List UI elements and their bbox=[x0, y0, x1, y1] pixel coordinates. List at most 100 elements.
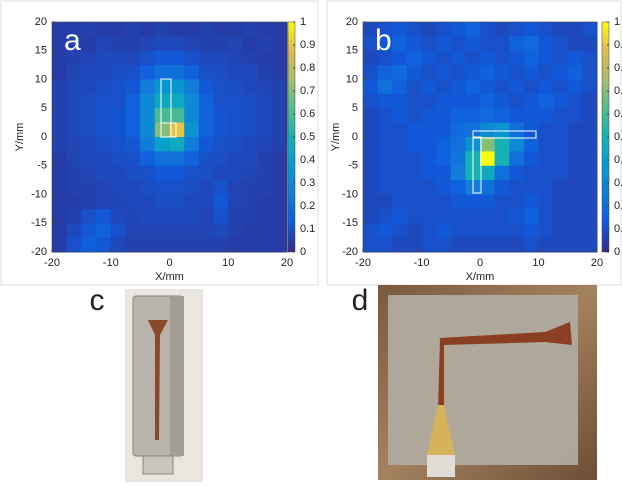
heat-cell bbox=[125, 108, 141, 124]
heat-cell bbox=[228, 108, 244, 124]
heat-cell bbox=[406, 151, 422, 167]
heat-cell bbox=[125, 36, 141, 52]
y-tick-label: -20 bbox=[342, 246, 358, 258]
heat-cell bbox=[509, 223, 525, 239]
heat-cell bbox=[377, 22, 393, 37]
heat-cell bbox=[96, 93, 112, 109]
x-tick-label: -10 bbox=[414, 257, 430, 269]
heat-cell bbox=[363, 137, 379, 152]
heat-cell bbox=[436, 122, 452, 138]
heat-cell bbox=[553, 22, 569, 37]
heat-cell bbox=[257, 208, 273, 224]
x-tick-label: 0 bbox=[166, 257, 172, 269]
heat-cell bbox=[96, 180, 112, 195]
heat-cell bbox=[538, 93, 554, 109]
heat-cell bbox=[169, 208, 185, 224]
heat-cell bbox=[436, 65, 452, 80]
x-tick-label: 10 bbox=[222, 257, 234, 269]
y-tick-label: 10 bbox=[35, 73, 47, 85]
heat-cell bbox=[567, 93, 583, 109]
heat-cell bbox=[242, 208, 259, 224]
heat-cell bbox=[480, 36, 496, 52]
heat-cell bbox=[140, 122, 156, 138]
heat-cell bbox=[96, 208, 112, 224]
heat-cell bbox=[272, 165, 288, 181]
heat-cell bbox=[257, 137, 273, 152]
heat-cell bbox=[567, 108, 583, 124]
heat-cell bbox=[450, 165, 466, 181]
heat-cell bbox=[553, 194, 569, 210]
heat-cell bbox=[272, 36, 288, 52]
heat-cell bbox=[406, 122, 422, 138]
heat-cell bbox=[154, 122, 170, 138]
heat-cell bbox=[509, 36, 525, 52]
heat-cell bbox=[450, 137, 466, 152]
heat-cell bbox=[406, 180, 422, 195]
heat-cell bbox=[213, 137, 229, 152]
heat-cell bbox=[392, 108, 408, 124]
panel-label: b bbox=[375, 24, 392, 57]
heat-cell bbox=[582, 93, 598, 109]
heat-cell bbox=[272, 65, 288, 80]
heat-cell bbox=[52, 165, 68, 181]
heat-cell bbox=[228, 79, 244, 95]
heat-cell bbox=[169, 79, 185, 95]
heat-cell bbox=[169, 194, 185, 210]
heat-cell bbox=[169, 36, 185, 52]
heat-cell bbox=[154, 22, 170, 37]
heat-cell bbox=[509, 79, 525, 95]
heat-cell bbox=[567, 223, 583, 239]
heat-cell bbox=[582, 108, 598, 124]
heat-cell bbox=[110, 122, 126, 138]
heat-cell bbox=[272, 151, 288, 167]
heat-cell bbox=[228, 165, 244, 181]
heat-cell bbox=[494, 180, 510, 195]
heat-cell bbox=[421, 50, 437, 66]
heat-cell bbox=[553, 165, 569, 181]
heat-cell bbox=[523, 122, 539, 138]
heat-cell bbox=[242, 65, 259, 80]
heat-cell bbox=[52, 93, 68, 109]
panel-label: c bbox=[90, 284, 105, 317]
channel bbox=[438, 322, 572, 410]
heat-cell bbox=[363, 93, 379, 109]
heat-cell bbox=[509, 194, 525, 210]
heat-cell bbox=[436, 50, 452, 66]
colorbar-tick-label: 1 bbox=[300, 16, 306, 28]
heat-cell bbox=[169, 93, 185, 109]
heat-cell bbox=[125, 122, 141, 138]
colorbar-tick-label: 0. bbox=[614, 39, 622, 51]
heat-cell bbox=[184, 208, 200, 224]
heat-cell bbox=[110, 223, 126, 239]
heat-cell bbox=[96, 223, 112, 239]
heat-cell bbox=[494, 65, 510, 80]
heat-cell bbox=[436, 79, 452, 95]
heat-cell bbox=[110, 108, 126, 124]
heat-cell bbox=[523, 108, 539, 124]
heat-cell bbox=[140, 22, 156, 37]
panel-label: d bbox=[352, 284, 369, 317]
heat-cell bbox=[567, 50, 583, 66]
colorbar-tick-label: 0. bbox=[614, 131, 622, 143]
heat-cell bbox=[421, 208, 437, 224]
heat-cell bbox=[465, 108, 481, 124]
heat-cell bbox=[257, 22, 273, 37]
heat-cell bbox=[480, 237, 496, 253]
heat-cell bbox=[465, 79, 481, 95]
heat-cell bbox=[392, 79, 408, 95]
heat-cell bbox=[52, 194, 68, 210]
heat-cell bbox=[523, 65, 539, 80]
block bbox=[388, 295, 578, 465]
heat-cell bbox=[553, 180, 569, 195]
heat-cell bbox=[363, 50, 379, 66]
heat-cell bbox=[494, 122, 510, 138]
heat-cell bbox=[184, 122, 200, 138]
heat-cell bbox=[450, 237, 466, 253]
heat-cell bbox=[406, 223, 422, 239]
heat-cell bbox=[392, 36, 408, 52]
heat-cell bbox=[110, 180, 126, 195]
heat-cell bbox=[465, 36, 481, 52]
heat-cell bbox=[198, 151, 215, 167]
heat-cell bbox=[198, 180, 215, 195]
